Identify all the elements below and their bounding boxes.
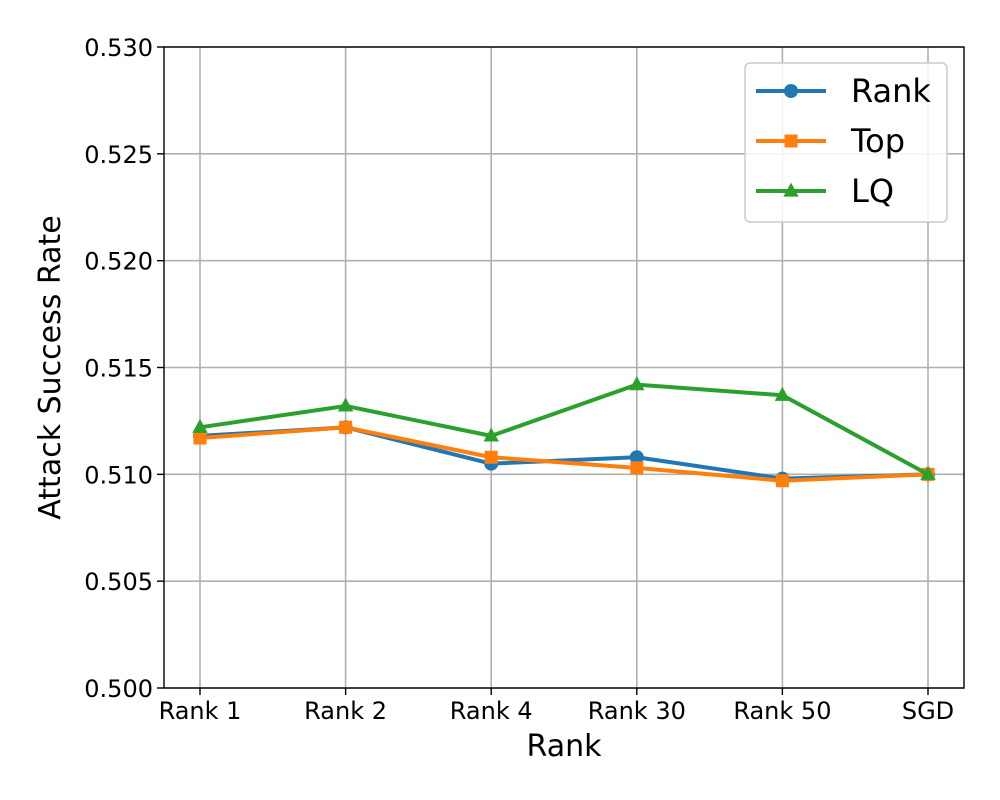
x-tick-label: Rank 50 bbox=[733, 697, 831, 725]
data-point-lq bbox=[920, 465, 936, 480]
y-tick-label: 0.510 bbox=[84, 461, 153, 489]
legend-item-top: Top bbox=[756, 122, 905, 160]
data-point-lq bbox=[337, 397, 354, 412]
y-tick-label: 0.500 bbox=[84, 675, 153, 703]
data-point-lq bbox=[629, 376, 645, 391]
series-lines bbox=[192, 376, 936, 488]
data-point-lq bbox=[774, 386, 791, 401]
legend-marker-rank bbox=[784, 84, 798, 98]
series-lq bbox=[192, 376, 936, 480]
series-line-rank bbox=[199, 425, 929, 481]
legend-label-lq: LQ bbox=[851, 172, 894, 210]
x-axis-title: Rank bbox=[527, 729, 603, 764]
x-tick-label: Rank 2 bbox=[304, 697, 387, 725]
series-line-top bbox=[199, 425, 929, 483]
data-point-lq bbox=[192, 418, 208, 433]
x-tick-label: Rank 4 bbox=[450, 697, 533, 725]
legend-marker-top bbox=[784, 134, 798, 148]
x-tick-label: SGD bbox=[902, 697, 954, 725]
series-line-lq bbox=[199, 382, 929, 477]
y-tick-label: 0.505 bbox=[84, 568, 153, 596]
y-tick-label: 0.525 bbox=[84, 141, 153, 169]
data-point-top bbox=[339, 420, 353, 434]
legend-item-rank: Rank bbox=[756, 72, 931, 110]
y-tick-label: 0.530 bbox=[84, 34, 153, 62]
data-point-top bbox=[630, 461, 644, 475]
legend-box bbox=[744, 62, 948, 223]
x-tick-label: Rank 30 bbox=[588, 697, 686, 725]
legend: Rank Top LQ bbox=[744, 62, 948, 223]
data-point-top bbox=[193, 431, 207, 445]
axis-ticks: Rank 1 Rank 2 Rank 4 Rank 30 Rank 50 SGD 0.500… bbox=[84, 34, 954, 725]
legend-item-lq: LQ bbox=[756, 172, 894, 210]
legend-marker-lq bbox=[783, 182, 799, 197]
data-point-top bbox=[484, 450, 498, 464]
data-point-lq bbox=[483, 427, 499, 442]
y-tick-label: 0.520 bbox=[84, 248, 153, 276]
y-tick-label: 0.515 bbox=[84, 355, 153, 383]
x-tick-label: Rank 1 bbox=[159, 697, 242, 725]
data-point-top bbox=[775, 474, 789, 488]
data-point-rank bbox=[629, 450, 644, 465]
legend-label-top: Top bbox=[850, 122, 905, 160]
y-axis-title: Attack Success Rate bbox=[33, 215, 68, 519]
series-top bbox=[193, 420, 935, 488]
legend-label-rank: Rank bbox=[851, 72, 931, 110]
